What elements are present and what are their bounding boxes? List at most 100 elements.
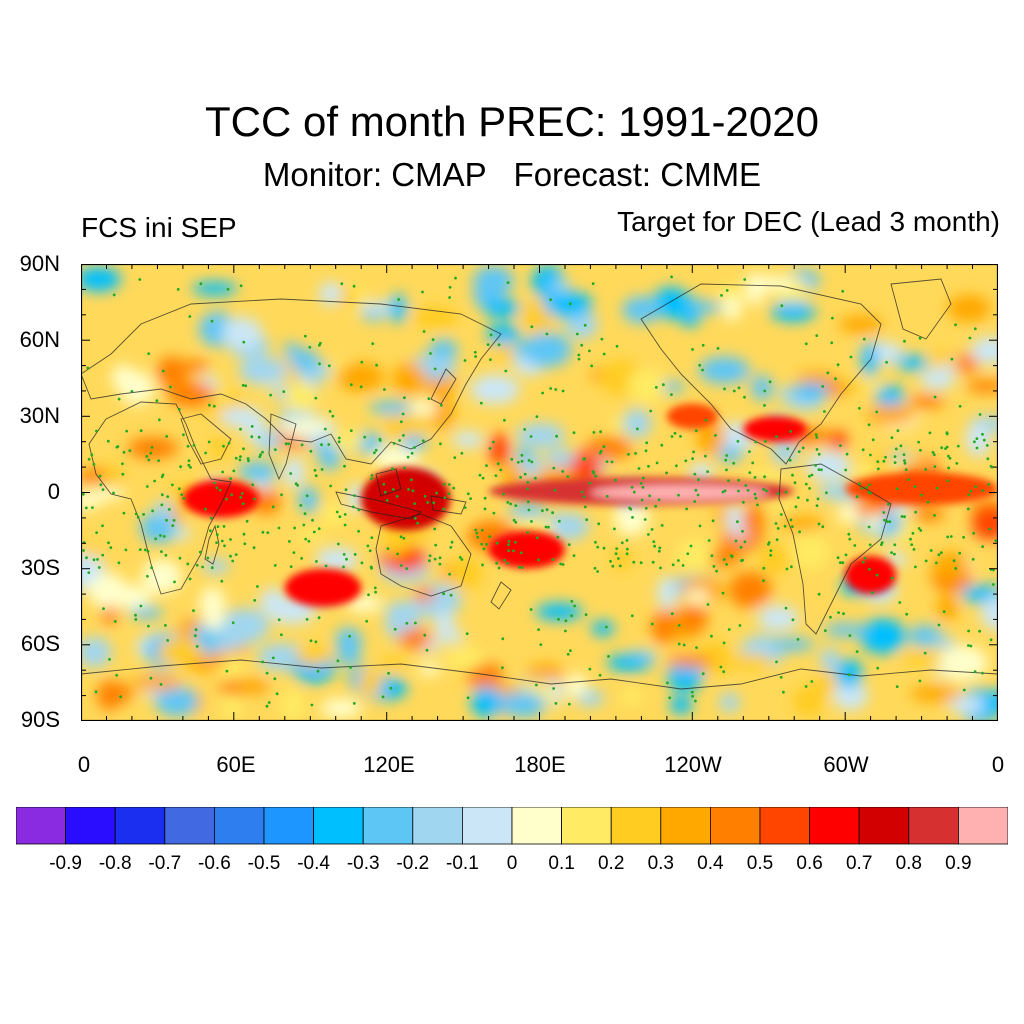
significance-dot	[234, 456, 238, 460]
significance-dot	[783, 524, 787, 528]
significance-dot	[947, 466, 950, 470]
significance-dot	[366, 544, 370, 548]
field-blob	[628, 368, 665, 403]
significance-dot	[220, 539, 224, 543]
significance-dot	[147, 458, 151, 462]
significance-dot	[150, 446, 154, 449]
significance-dot	[312, 530, 316, 534]
significance-dot	[880, 541, 884, 544]
significance-dot	[395, 495, 399, 498]
field-blob	[622, 296, 661, 324]
significance-dot	[193, 634, 197, 638]
significance-dot	[962, 535, 965, 539]
significance-dot	[289, 565, 293, 568]
significance-dot	[171, 483, 174, 487]
significance-dot	[410, 478, 413, 482]
significance-dot	[157, 459, 160, 462]
significance-dot	[499, 468, 503, 472]
significance-dot	[989, 638, 993, 642]
significance-dot	[155, 399, 159, 403]
significance-dot	[790, 565, 793, 569]
coastline-antarctica	[81, 659, 998, 721]
coastline-north-america	[640, 283, 882, 465]
significance-dot	[727, 628, 731, 631]
field-blob	[298, 486, 319, 514]
significance-dot	[890, 576, 894, 580]
significance-dot	[637, 467, 641, 470]
significance-dot	[776, 492, 780, 495]
significance-dot	[226, 287, 230, 291]
significance-dot	[695, 646, 698, 649]
significance-dot	[768, 380, 772, 384]
significance-dot	[399, 564, 403, 567]
significance-dot	[483, 496, 487, 500]
significance-dot	[231, 559, 235, 563]
significance-dot	[798, 530, 801, 534]
significance-dot	[443, 496, 447, 499]
significance-dot	[629, 507, 633, 511]
significance-dot	[204, 507, 207, 511]
field-blob	[202, 603, 224, 631]
significance-dot	[570, 599, 574, 603]
significance-dot	[479, 401, 483, 405]
significance-dot	[986, 457, 990, 461]
field-blob	[875, 385, 905, 409]
significance-dot	[618, 564, 622, 568]
coastline-eurasia	[81, 298, 502, 465]
significance-dot	[668, 696, 672, 700]
significance-dot	[670, 435, 674, 438]
significance-dot	[903, 461, 907, 465]
significance-dot	[277, 618, 281, 622]
significance-dot	[630, 614, 634, 618]
significance-dot	[115, 673, 119, 677]
significance-dot	[320, 468, 324, 471]
significance-dot	[653, 544, 656, 548]
significance-dot	[706, 603, 710, 606]
colorbar-swatch	[561, 807, 612, 845]
significance-dot	[452, 486, 456, 490]
significance-dot	[261, 450, 264, 454]
significance-dot	[520, 453, 524, 457]
significance-dot	[582, 457, 586, 461]
significance-dot	[288, 540, 291, 543]
significance-dot	[481, 563, 484, 567]
field-blob	[939, 645, 988, 681]
significance-dot	[423, 494, 427, 498]
significance-dot	[714, 434, 717, 437]
significance-dot	[250, 435, 254, 439]
significance-dot	[314, 640, 318, 644]
colorbar-swatch	[908, 807, 959, 845]
field-blob	[722, 297, 743, 321]
significance-dot	[485, 543, 488, 546]
significance-dot	[365, 619, 369, 623]
significance-dot	[903, 515, 906, 519]
significance-dot	[722, 558, 726, 561]
significance-dot	[952, 559, 956, 563]
colorbar-label: 0.7	[845, 853, 873, 874]
significance-dot	[677, 624, 681, 627]
significance-dot	[161, 473, 165, 477]
significance-dot	[987, 483, 991, 486]
significance-dot	[239, 284, 243, 288]
field-blob	[296, 528, 325, 542]
significance-dot	[620, 541, 624, 545]
significance-dot	[978, 629, 981, 633]
field-blob	[347, 483, 366, 512]
significance-dot	[666, 681, 669, 685]
significance-dot	[317, 527, 321, 531]
significance-dot	[602, 546, 606, 550]
significance-dot	[561, 563, 565, 566]
significance-dot	[780, 304, 784, 308]
significance-dot	[716, 347, 720, 350]
significance-dot	[736, 439, 740, 443]
significance-dot	[776, 527, 780, 530]
significance-dot	[831, 316, 834, 320]
significance-dot	[598, 673, 602, 677]
chart-title: TCC of month PREC: 1991-2020	[205, 98, 819, 145]
significance-dot	[512, 518, 516, 522]
significance-dot	[117, 561, 121, 565]
significance-dot	[848, 537, 852, 541]
significance-dot	[727, 479, 730, 482]
colorbar-swatch	[313, 807, 364, 845]
significance-dot	[166, 495, 170, 498]
